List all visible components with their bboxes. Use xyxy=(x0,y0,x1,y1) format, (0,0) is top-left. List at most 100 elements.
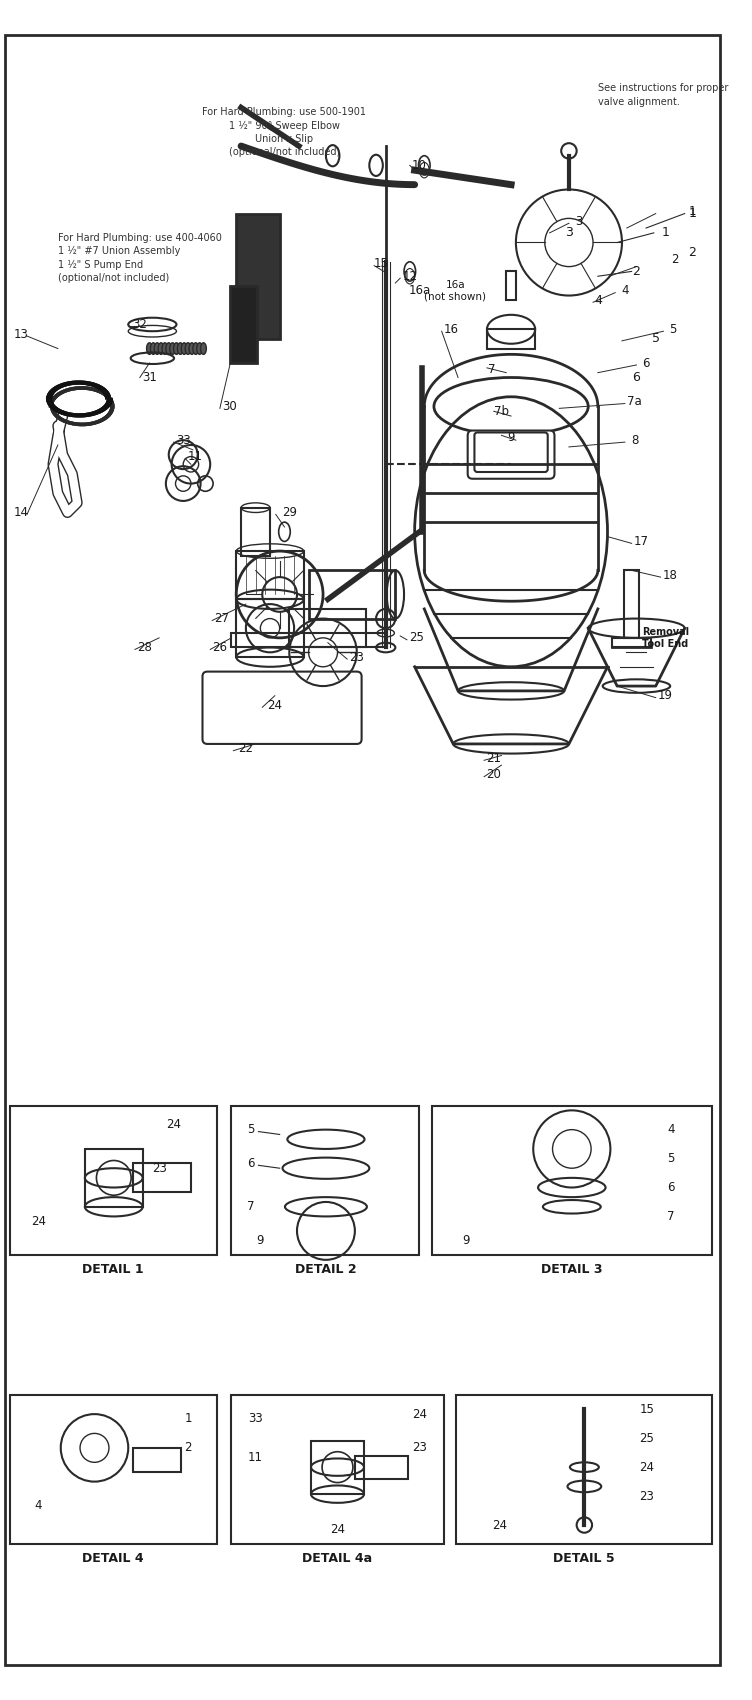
Text: DETAIL 1: DETAIL 1 xyxy=(83,1263,144,1277)
Ellipse shape xyxy=(147,343,153,354)
Text: 7b: 7b xyxy=(494,405,509,418)
Text: 5: 5 xyxy=(247,1124,254,1136)
Text: 19: 19 xyxy=(658,688,673,702)
Text: 7: 7 xyxy=(247,1200,254,1214)
Text: 3: 3 xyxy=(575,214,582,228)
Ellipse shape xyxy=(177,343,183,354)
Text: 16: 16 xyxy=(444,323,459,337)
Text: 24: 24 xyxy=(31,1216,46,1227)
Text: 20: 20 xyxy=(487,768,501,782)
Text: 23: 23 xyxy=(640,1489,654,1503)
Text: 9: 9 xyxy=(256,1234,264,1248)
Text: 24: 24 xyxy=(267,699,282,712)
Text: 27: 27 xyxy=(214,612,229,626)
Text: DETAIL 2: DETAIL 2 xyxy=(295,1263,356,1277)
Bar xyxy=(236,551,304,600)
Text: 32: 32 xyxy=(132,318,147,332)
Text: For Hard Plumbing: use 400-4060
1 ½" #7 Union Assembly
1 ½" S Pump End
(optional: For Hard Plumbing: use 400-4060 1 ½" #7 … xyxy=(58,233,222,282)
Text: 9: 9 xyxy=(508,430,515,444)
Text: 23: 23 xyxy=(412,1442,427,1455)
Text: 31: 31 xyxy=(142,371,157,384)
Text: 24: 24 xyxy=(492,1518,507,1532)
Text: 24: 24 xyxy=(330,1523,345,1537)
Text: 15: 15 xyxy=(640,1402,654,1416)
Ellipse shape xyxy=(189,343,195,354)
Bar xyxy=(624,571,639,638)
Text: 1: 1 xyxy=(688,207,696,219)
Text: 2: 2 xyxy=(184,1442,192,1455)
Text: 14: 14 xyxy=(14,507,29,518)
Ellipse shape xyxy=(166,343,171,354)
Text: 24: 24 xyxy=(639,1460,654,1474)
Ellipse shape xyxy=(181,343,187,354)
Text: 28: 28 xyxy=(137,641,152,654)
Text: 2: 2 xyxy=(688,245,696,258)
Text: 12: 12 xyxy=(402,270,417,282)
Text: 6: 6 xyxy=(247,1158,254,1170)
Ellipse shape xyxy=(158,343,164,354)
Bar xyxy=(355,1455,408,1479)
Bar xyxy=(308,571,396,619)
Text: 7a: 7a xyxy=(627,394,642,408)
FancyBboxPatch shape xyxy=(468,430,554,479)
Text: 4: 4 xyxy=(594,294,602,308)
Text: 25: 25 xyxy=(409,631,424,644)
Ellipse shape xyxy=(170,343,175,354)
Text: 5: 5 xyxy=(668,1153,675,1165)
Bar xyxy=(232,1394,444,1544)
Bar xyxy=(432,1105,711,1255)
Text: For Hard Plumbing: use 500-1901
1 ½" 90° Sweep Elbow
Union x Slip
(optional/not : For Hard Plumbing: use 500-1901 1 ½" 90°… xyxy=(202,107,366,156)
Bar xyxy=(208,677,356,740)
Ellipse shape xyxy=(201,343,206,354)
Ellipse shape xyxy=(193,343,199,354)
Text: 17: 17 xyxy=(634,536,649,547)
Bar xyxy=(311,1442,363,1494)
Text: 1: 1 xyxy=(662,226,669,240)
Text: 21: 21 xyxy=(487,751,502,765)
Bar xyxy=(241,508,270,556)
Bar xyxy=(456,1394,711,1544)
Text: DETAIL 3: DETAIL 3 xyxy=(541,1263,602,1277)
Text: 16a
(not shown): 16a (not shown) xyxy=(424,280,486,301)
Text: 16a: 16a xyxy=(408,284,431,298)
Ellipse shape xyxy=(197,343,202,354)
Text: 5: 5 xyxy=(652,333,660,345)
Ellipse shape xyxy=(162,343,168,354)
Text: 26: 26 xyxy=(212,641,227,654)
Text: DETAIL 4a: DETAIL 4a xyxy=(302,1552,372,1566)
Text: See instructions for proper
valve alignment.: See instructions for proper valve alignm… xyxy=(598,83,728,107)
Text: 1: 1 xyxy=(184,1413,192,1425)
Text: Removal
Tool End: Removal Tool End xyxy=(642,627,690,649)
Text: 30: 30 xyxy=(222,400,237,413)
Text: 9: 9 xyxy=(462,1234,469,1248)
Bar xyxy=(290,609,366,648)
Text: DETAIL 4: DETAIL 4 xyxy=(83,1552,144,1566)
Text: 5: 5 xyxy=(669,323,677,337)
Text: 8: 8 xyxy=(631,434,638,447)
Ellipse shape xyxy=(185,343,191,354)
Text: 10: 10 xyxy=(412,158,427,172)
Bar xyxy=(506,272,516,301)
Text: 25: 25 xyxy=(640,1431,654,1445)
Text: 11: 11 xyxy=(187,450,202,462)
Text: 29: 29 xyxy=(282,507,297,518)
Text: 4: 4 xyxy=(667,1124,675,1136)
Text: 3: 3 xyxy=(565,226,573,240)
Text: 7: 7 xyxy=(667,1210,675,1222)
Text: 33: 33 xyxy=(176,434,190,447)
Ellipse shape xyxy=(174,343,180,354)
Bar xyxy=(10,1394,217,1544)
Bar xyxy=(133,1448,181,1472)
Text: DETAIL 5: DETAIL 5 xyxy=(553,1552,614,1566)
Text: 11: 11 xyxy=(248,1452,263,1464)
Bar xyxy=(236,214,280,338)
FancyBboxPatch shape xyxy=(202,672,362,745)
Text: 24: 24 xyxy=(412,1408,427,1421)
Text: 23: 23 xyxy=(152,1161,166,1175)
Text: 13: 13 xyxy=(14,328,29,340)
Bar xyxy=(229,286,256,364)
Text: 22: 22 xyxy=(238,743,253,755)
Bar xyxy=(133,1163,191,1192)
Text: 4: 4 xyxy=(35,1499,42,1513)
Bar xyxy=(612,638,651,648)
